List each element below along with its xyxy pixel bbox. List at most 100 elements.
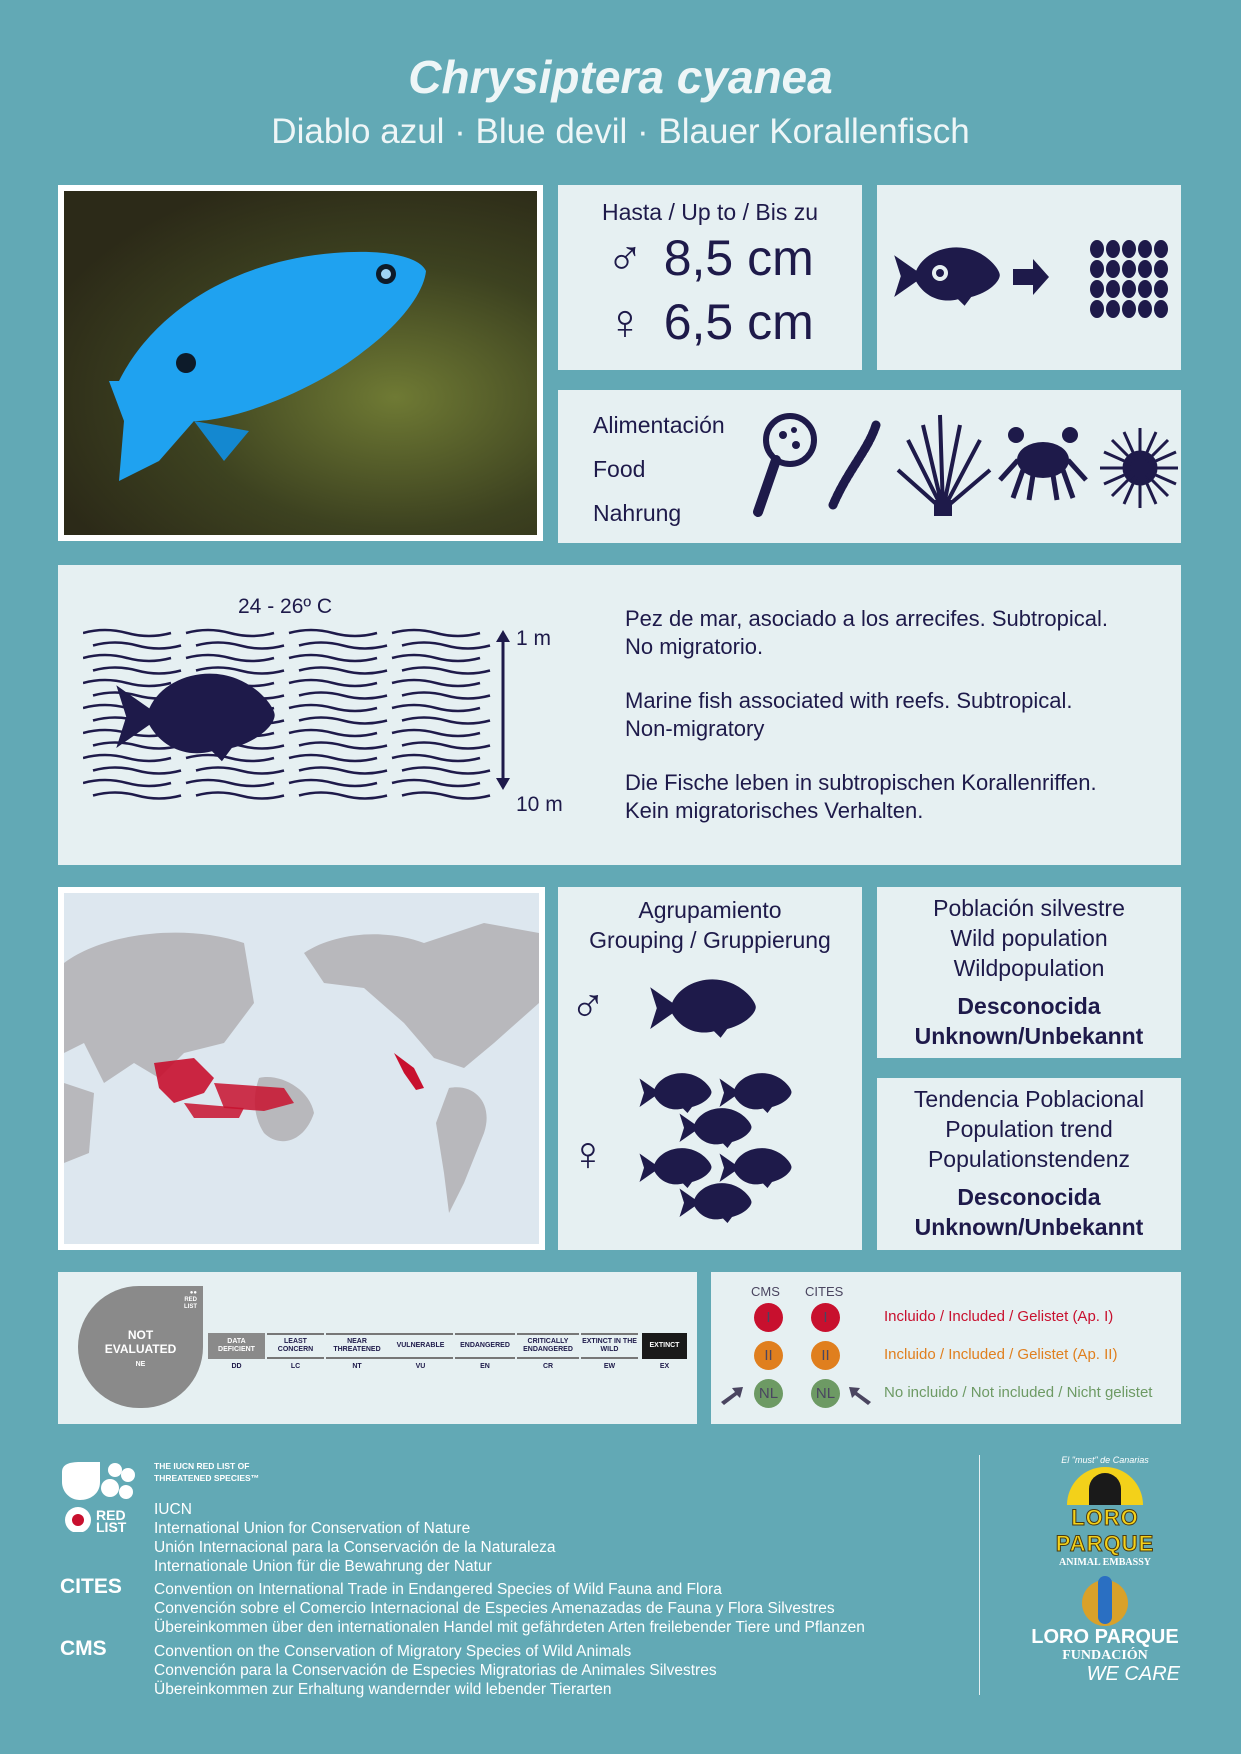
food-label-de: Nahrung: [593, 500, 682, 526]
wave-line: [92, 666, 182, 675]
population-label-es: Población silvestre: [933, 895, 1125, 921]
wave-line: [288, 678, 378, 688]
legend-appendix-i: Incluido / Included / Gelistet (Ap. I): [884, 1308, 1114, 1325]
grouping-panel: Agrupamiento Grouping / Gruppierung ♂ ♀: [558, 887, 862, 1250]
wave-line: [391, 678, 481, 688]
wave-line: [185, 628, 275, 638]
habitat-text-es: Pez de mar, asociado a los arrecifes. Su…: [625, 606, 1109, 659]
wave-line: [83, 653, 172, 663]
iucn-line: Unión Internacional para la Conservación…: [154, 1539, 556, 1556]
category-abbr: DD: [231, 1363, 242, 1370]
category-abbr: CR: [542, 1363, 554, 1370]
category-abbr: EX: [659, 1363, 670, 1370]
distribution-map: [58, 887, 545, 1250]
wave-line: [83, 778, 172, 788]
iucn-line: Internationale Union für die Bewahrung d…: [154, 1558, 492, 1575]
size-heading: Hasta / Up to / Bis zu: [601, 199, 819, 225]
male-icon: ♂: [570, 980, 606, 1033]
population-status-en-de: Unknown/Unbekannt: [914, 1023, 1144, 1049]
blue-devil-fish-photo: [109, 251, 426, 481]
current-status-abbr: NE: [135, 1361, 146, 1368]
wave-line: [288, 703, 378, 713]
wave-line: [195, 666, 285, 675]
cites-label: CITES: [60, 1575, 122, 1598]
red-list-logo: ●● RED LIST: [184, 1290, 197, 1310]
legend-appendix-ii: Incluido / Included / Gelistet (Ap. II): [884, 1346, 1118, 1363]
cms-appendix-ii: II: [754, 1341, 783, 1370]
iucn-logo: RED LIST: [60, 1460, 140, 1537]
cites-line: Convención sobre el Comercio Internacion…: [154, 1600, 835, 1617]
wave-line: [391, 653, 481, 663]
fish-group-icon: [639, 979, 792, 1223]
cites-column-header: CITES: [805, 1284, 844, 1299]
depth-max: 10 m: [516, 793, 563, 816]
egg-laying-icon: [894, 240, 1168, 318]
not-evaluated-badge: NOT EVALUATED NE ●● RED LIST: [78, 1286, 203, 1408]
category-ew: EXTINCT IN THE WILD: [581, 1333, 638, 1359]
worm-icon: [828, 420, 881, 510]
parrot-logo-icon: [1067, 1467, 1143, 1505]
food-label-es: Alimentación: [593, 412, 725, 438]
cms-not-listed: NL: [754, 1379, 783, 1408]
wave-line: [288, 778, 378, 788]
population-label-de: Wildpopulation: [953, 955, 1105, 981]
wave-line: [298, 641, 388, 650]
wave-line: [288, 728, 378, 738]
category-cr: CRITICALLY ENDANGERED: [517, 1333, 579, 1359]
category-abbr: LC: [290, 1363, 301, 1370]
category-ex: EXTINCT: [642, 1333, 687, 1359]
population-trend-panel: Tendencia Poblacional Population trend P…: [877, 1078, 1181, 1250]
species-photo: [58, 185, 543, 541]
male-size: 8,5 cm: [663, 230, 814, 286]
trend-label-de: Populationstendenz: [927, 1146, 1131, 1172]
arrow-pointer-cites-icon: [849, 1387, 871, 1405]
crab-icon: [998, 427, 1088, 501]
wave-line: [401, 766, 491, 775]
temperature: 24 - 26º C: [238, 595, 333, 618]
wave-line: [83, 628, 172, 638]
cites-line: Übereinkommen über den internationalen H…: [154, 1619, 865, 1636]
grouping-title: Agrupamiento: [638, 897, 782, 923]
species-title: Chrysiptera cyanea: [408, 51, 833, 103]
wave-line: [288, 753, 378, 763]
category-abbr: EW: [603, 1363, 616, 1370]
max-size-panel: Hasta / Up to / Bis zu ♂ 8,5 cm ♀ 6,5 cm: [558, 185, 862, 370]
svg-text:RED: RED: [96, 1507, 126, 1523]
logo1-sub: ANIMAL EMBASSY: [1059, 1557, 1151, 1568]
wave-line: [401, 691, 491, 700]
wave-line: [401, 741, 491, 750]
crinoid-icon: [896, 414, 992, 516]
category-vu: VULNERABLE: [388, 1333, 453, 1359]
wave-line: [391, 778, 481, 788]
wave-line: [298, 666, 388, 675]
wave-line: [401, 791, 491, 800]
iucn-logo-text: THE IUCN RED LIST OF THREATENED SPECIES™: [154, 1461, 260, 1483]
wave-line: [391, 728, 481, 738]
cms-line: Convención para la Conservación de Espec…: [154, 1662, 717, 1679]
male-icon: ♂: [606, 230, 644, 286]
female-icon: ♀: [570, 1128, 606, 1181]
wave-line: [83, 753, 172, 763]
wave-line: [195, 641, 285, 650]
cms-cites-panel: CMS CITES I I Incluido / Included / Geli…: [711, 1272, 1181, 1424]
cites-line: Convention on International Trade in End…: [154, 1581, 722, 1598]
wave-line: [185, 653, 275, 663]
cms-line: Übereinkommen zur Erhaltung wandernder w…: [154, 1681, 612, 1698]
wild-population-panel: Población silvestre Wild population Wild…: [877, 887, 1181, 1058]
trend-status-en-de: Unknown/Unbekannt: [914, 1214, 1144, 1240]
wave-line: [298, 791, 388, 800]
cms-description: Convention on the Conservation of Migrat…: [154, 1642, 717, 1699]
trend-status: Desconocida: [957, 1184, 1101, 1210]
category-nt: NEAR THREATENED: [326, 1333, 388, 1359]
wave-line: [391, 753, 481, 763]
wave-line: [298, 766, 388, 775]
wave-line: [92, 791, 182, 800]
cms-column-header: CMS: [751, 1284, 780, 1299]
wave-line: [92, 766, 182, 775]
wave-line: [288, 628, 378, 638]
iucn-description: IUCN International Union for Conservatio…: [154, 1500, 556, 1576]
habitat-text-de: Die Fische leben in subtropischen Korall…: [625, 770, 1097, 823]
depth-min: 1 m: [516, 627, 552, 650]
food-label-en: Food: [593, 456, 646, 482]
logo2-tagline: WE CARE: [1086, 1663, 1180, 1685]
